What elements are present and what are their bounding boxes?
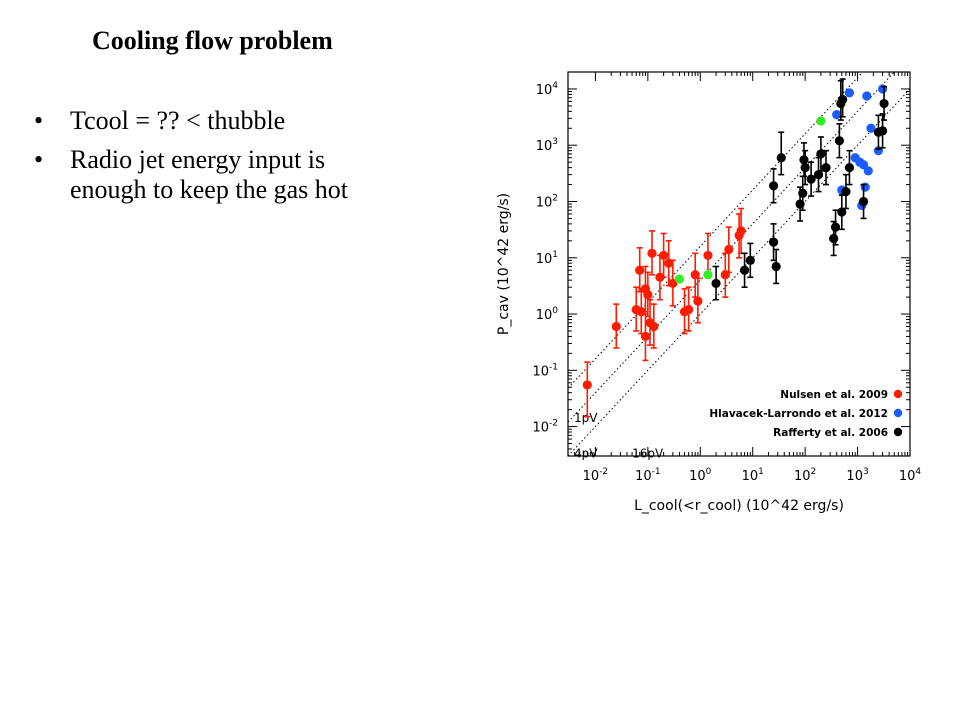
data-point bbox=[821, 163, 831, 173]
x-tick-label: 10-2 bbox=[583, 467, 609, 484]
y-tick-label: 102 bbox=[536, 193, 558, 210]
bullet-item: • Tcool = ?? < thubble bbox=[34, 106, 394, 136]
data-point bbox=[655, 272, 665, 282]
data-point bbox=[703, 270, 713, 280]
legend-label: Hlavacek-Larrondo et al. 2012 bbox=[709, 408, 888, 420]
data-point bbox=[863, 166, 873, 176]
data-point bbox=[806, 174, 816, 184]
data-point bbox=[858, 196, 869, 207]
data-point bbox=[832, 109, 842, 120]
data-point bbox=[816, 149, 826, 159]
x-tick-label: 102 bbox=[794, 467, 816, 484]
data-point bbox=[690, 270, 700, 280]
x-tick-label: 103 bbox=[846, 467, 868, 484]
data-point bbox=[668, 278, 678, 289]
data-point bbox=[724, 244, 734, 255]
data-point bbox=[643, 290, 653, 300]
data-point bbox=[844, 88, 855, 98]
data-point bbox=[837, 207, 847, 217]
data-point bbox=[649, 321, 659, 332]
bullet-item: • Radio jet energy input is enough to kee… bbox=[34, 145, 394, 205]
data-point bbox=[745, 255, 755, 265]
y-tick-label: 10-2 bbox=[532, 419, 558, 436]
data-point bbox=[813, 170, 824, 180]
x-tick-label: 10-1 bbox=[635, 467, 661, 484]
y-tick-label: 10-1 bbox=[532, 362, 558, 379]
data-point bbox=[739, 265, 750, 275]
data-point bbox=[776, 153, 786, 163]
reference-line-label: 1pV bbox=[574, 411, 598, 425]
data-point bbox=[879, 98, 889, 109]
x-tick-label: 104 bbox=[899, 467, 922, 484]
data-point bbox=[800, 163, 810, 173]
data-point bbox=[866, 123, 876, 133]
y-axis-label: P_cav (10^42 erg/s) bbox=[496, 193, 512, 335]
y-tick-label: 101 bbox=[536, 250, 558, 267]
data-point bbox=[647, 248, 657, 258]
reference-line-label: 16pV bbox=[632, 447, 664, 461]
plot-frame bbox=[567, 71, 911, 457]
scatter-chart: 10-2 10-2 10-1 10-1 100 100 101 101 102 102 103 103… bbox=[496, 71, 922, 514]
x-tick-label: 100 bbox=[689, 467, 712, 484]
data-point bbox=[611, 321, 621, 332]
data-point bbox=[771, 261, 781, 272]
legend-label: Nulsen et al. 2009 bbox=[780, 389, 888, 401]
data-point bbox=[841, 186, 851, 197]
data-point bbox=[838, 94, 848, 105]
data-point bbox=[582, 380, 592, 390]
y-tick-label: 100 bbox=[536, 306, 559, 323]
data-point bbox=[674, 274, 685, 284]
data-point bbox=[834, 136, 844, 146]
data-point bbox=[798, 188, 808, 198]
data-point bbox=[830, 222, 841, 232]
data-point bbox=[684, 304, 694, 315]
data-point bbox=[877, 126, 888, 136]
reference-line-label: 4pV bbox=[574, 447, 598, 461]
bullet-text: Radio jet energy input is enough to keep… bbox=[70, 145, 348, 204]
slide-title: Cooling flow problem bbox=[92, 26, 333, 55]
data-point bbox=[768, 237, 779, 247]
legend-marker bbox=[893, 389, 903, 399]
data-point bbox=[640, 331, 651, 342]
legend-label: Rafferty et al. 2006 bbox=[773, 427, 888, 439]
bullet-dot-icon: • bbox=[34, 145, 44, 174]
y-tick-label: 104 bbox=[536, 81, 559, 98]
data-point bbox=[799, 155, 809, 165]
data-point bbox=[703, 250, 713, 261]
bullet-dot-icon: • bbox=[34, 106, 44, 135]
x-axis-label: L_cool(<r_cool) (10^42 erg/s) bbox=[634, 498, 844, 514]
data-point bbox=[711, 278, 721, 289]
data-point bbox=[659, 250, 669, 261]
data-point bbox=[862, 91, 872, 101]
x-tick-label: 101 bbox=[742, 467, 764, 484]
data-point bbox=[816, 116, 826, 126]
data-point bbox=[736, 226, 746, 236]
data-point bbox=[877, 84, 888, 94]
bullet-list: • Tcool = ?? < thubble • Radio jet energy … bbox=[34, 106, 394, 214]
data-point bbox=[844, 163, 855, 173]
bullet-text: Tcool = ?? < thubble bbox=[70, 106, 286, 135]
data-point bbox=[768, 181, 779, 191]
legend-marker bbox=[893, 408, 903, 418]
data-point bbox=[635, 265, 645, 275]
data-point bbox=[829, 233, 839, 244]
data-point bbox=[693, 296, 703, 306]
y-tick-label: 103 bbox=[536, 137, 558, 154]
legend-marker bbox=[893, 427, 903, 437]
